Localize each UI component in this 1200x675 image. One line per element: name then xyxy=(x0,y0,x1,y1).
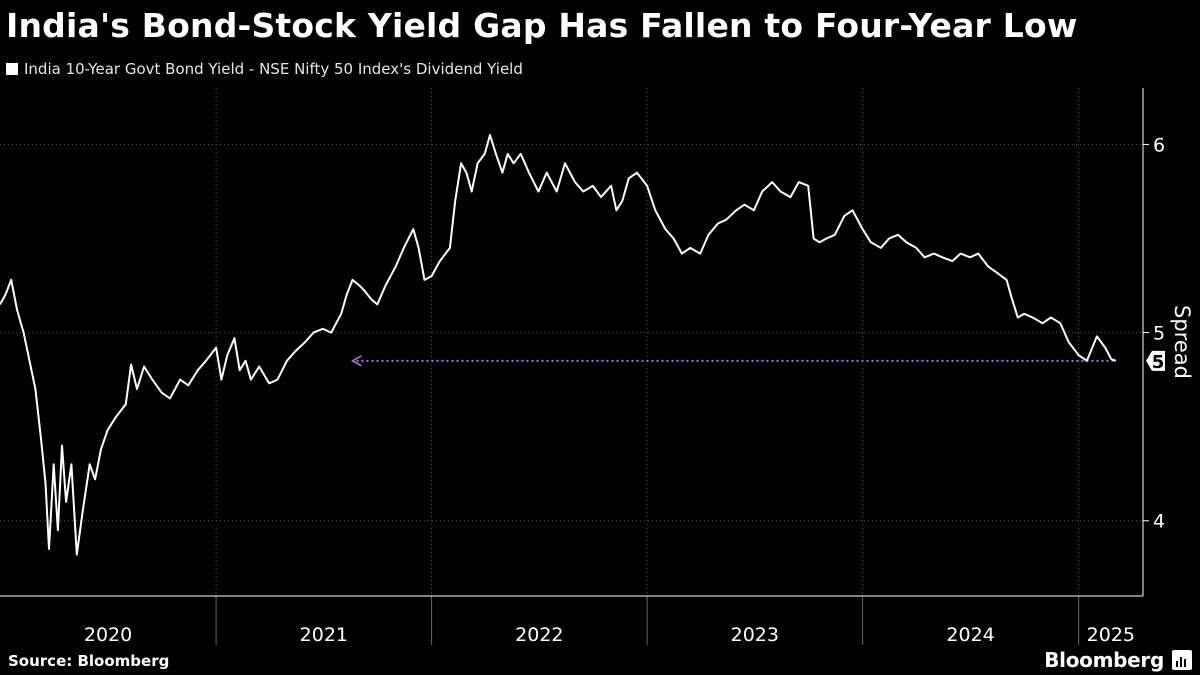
x-tick-label: 2023 xyxy=(731,624,779,646)
reference-arrowhead xyxy=(350,355,362,367)
last-value-label: 5 xyxy=(1152,352,1165,373)
y-tick-label: 5 xyxy=(1153,323,1165,345)
x-tick-label: 2020 xyxy=(84,624,132,646)
x-tick-label: 2021 xyxy=(300,624,348,646)
chart-title: India's Bond-Stock Yield Gap Has Fallen … xyxy=(6,6,1078,45)
reference-layer xyxy=(350,355,1116,367)
last-value-badge xyxy=(1146,350,1165,371)
y-tick-label: 4 xyxy=(1153,511,1165,533)
x-tick-label: 2025 xyxy=(1087,624,1135,646)
series-line xyxy=(0,134,1117,556)
legend-label: India 10-Year Govt Bond Yield - NSE Nift… xyxy=(24,60,523,78)
legend-swatch xyxy=(6,63,18,75)
line-layer xyxy=(0,134,1117,556)
x-tick-label: 2022 xyxy=(515,624,563,646)
x-tick-label: 2024 xyxy=(946,624,994,646)
chart-legend: India 10-Year Govt Bond Yield - NSE Nift… xyxy=(6,60,523,78)
y-tick-label: 6 xyxy=(1153,134,1165,156)
bloomberg-logo: Bloomberg xyxy=(1044,648,1164,672)
bloomberg-chart-icon xyxy=(1172,650,1192,670)
y-axis-title: Spread xyxy=(1170,305,1194,379)
source-note: Source: Bloomberg xyxy=(8,652,170,670)
label-layer: 5 xyxy=(1146,350,1165,373)
grid-layer xyxy=(0,88,1143,596)
axis-layer: 4 5 6 2020 2021 2022 2023 2024 2025 Spread xyxy=(0,88,1194,646)
